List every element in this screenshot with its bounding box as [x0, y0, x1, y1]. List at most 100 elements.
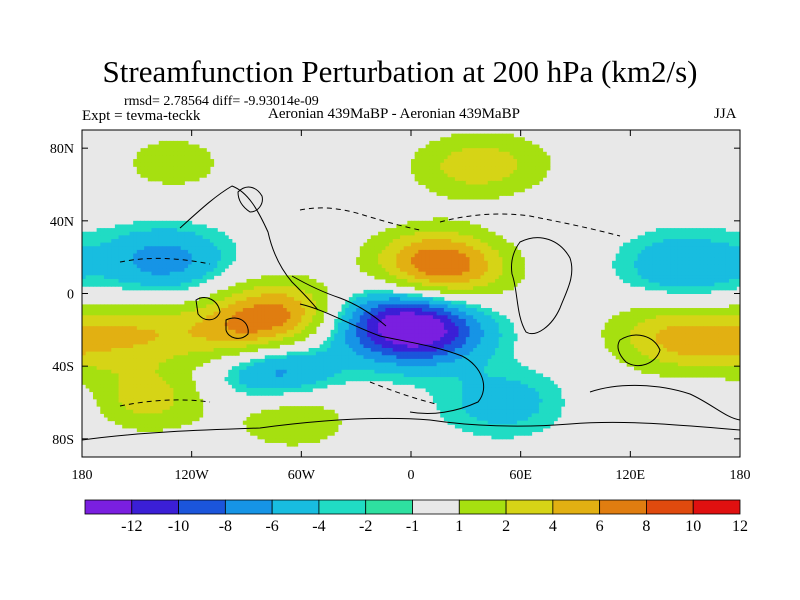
field-cell [696, 239, 701, 244]
field-cell [191, 239, 196, 244]
field-cell [82, 333, 87, 338]
field-cell [297, 326, 302, 331]
field-cell [440, 260, 445, 265]
field-cell [363, 311, 368, 316]
field-cell [133, 275, 138, 280]
field-cell [484, 348, 489, 353]
field-cell [370, 308, 375, 313]
field-cell [440, 228, 445, 233]
field-cell [129, 348, 134, 353]
field-cell [191, 282, 196, 287]
field-cell [136, 264, 141, 269]
field-cell [158, 344, 163, 349]
field-cell [147, 169, 152, 175]
field-cell [411, 297, 416, 302]
field-cell [209, 231, 215, 236]
field-cell [162, 329, 167, 334]
field-cell [436, 228, 441, 233]
field-cell [718, 239, 723, 244]
field-cell [184, 249, 189, 255]
field-cell [685, 344, 690, 349]
field-cell [158, 322, 163, 327]
field-cell [487, 195, 492, 200]
field-cell [440, 297, 445, 302]
field-cell [418, 148, 423, 153]
field-cell [231, 337, 237, 342]
field-cell [736, 249, 740, 255]
field-cell [370, 344, 375, 349]
field-cell [389, 340, 394, 345]
field-cell [707, 278, 712, 284]
field-cell [633, 257, 639, 262]
field-cell [714, 271, 719, 276]
field-cell [166, 326, 171, 331]
field-cell [484, 166, 489, 171]
field-cell [703, 278, 708, 284]
field-cell [677, 231, 683, 236]
field-cell [714, 318, 719, 324]
field-cell [304, 351, 310, 356]
field-cell [458, 191, 463, 196]
field-cell [480, 169, 485, 175]
field-cell [209, 293, 215, 298]
field-cell [202, 231, 207, 236]
field-cell [198, 337, 204, 342]
field-cell [443, 184, 449, 189]
field-cell [663, 337, 668, 342]
field-cell [147, 264, 152, 269]
field-cell [524, 159, 529, 164]
field-cell [520, 169, 525, 175]
field-cell [619, 249, 624, 255]
field-cell [465, 322, 470, 327]
field-cell [458, 311, 463, 316]
field-cell [476, 246, 481, 251]
field-cell [451, 166, 456, 171]
field-cell [180, 308, 185, 313]
field-cell [707, 257, 712, 262]
field-cell [286, 278, 291, 284]
field-cell [114, 231, 120, 236]
field-cell [213, 228, 218, 233]
field-cell [129, 337, 134, 342]
field-cell [421, 148, 427, 153]
field-cell [721, 239, 726, 244]
field-cell [283, 318, 288, 324]
field-cell [509, 340, 514, 345]
field-cell [517, 257, 522, 262]
field-cell [96, 260, 101, 265]
field-cell [677, 340, 683, 345]
field-cell [389, 315, 394, 320]
field-cell [133, 224, 138, 229]
field-cell [644, 271, 650, 276]
field-cell [623, 315, 628, 320]
field-cell [495, 351, 500, 356]
field-cell [666, 337, 672, 342]
field-cell [674, 249, 679, 255]
field-cell [652, 311, 657, 316]
field-cell [392, 344, 397, 349]
field-cell [659, 249, 664, 255]
field-cell [447, 148, 452, 153]
field-cell [710, 246, 715, 251]
field-cell [648, 271, 653, 276]
field-cell [246, 337, 251, 342]
field-cell [125, 333, 131, 338]
field-cell [623, 344, 628, 349]
field-cell [151, 282, 156, 287]
field-cell [140, 315, 145, 320]
field-cell [421, 282, 427, 287]
field-cell [454, 228, 460, 233]
field-cell [659, 239, 664, 244]
field-cell [272, 289, 277, 294]
field-cell [264, 300, 269, 305]
field-cell [345, 333, 350, 338]
field-cell [136, 246, 141, 251]
field-cell [648, 268, 653, 273]
field-cell [527, 151, 533, 156]
field-cell [440, 191, 445, 196]
field-cell [188, 220, 193, 225]
field-cell [432, 253, 438, 258]
field-cell [228, 308, 233, 313]
field-cell [392, 322, 397, 327]
field-cell [458, 235, 463, 240]
